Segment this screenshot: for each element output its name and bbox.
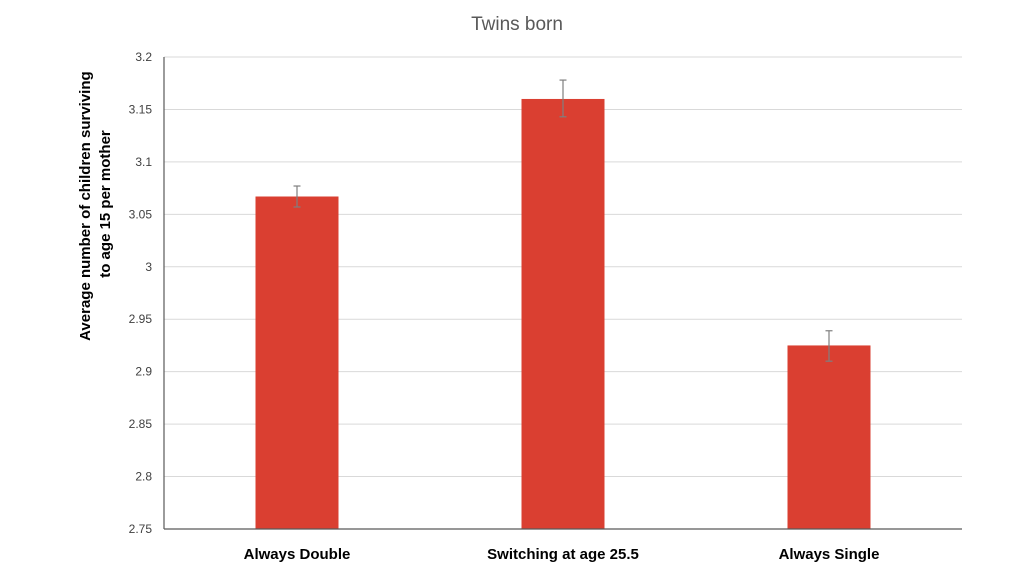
x-tick-label: Switching at age 25.5: [487, 546, 639, 563]
bar: [787, 345, 871, 529]
x-tick-label: Always Single: [779, 546, 880, 563]
y-axis-label-line-2: to age 15 per mother: [97, 130, 114, 278]
error-bar: [559, 79, 567, 118]
y-tick-label: 2.9: [135, 365, 152, 379]
y-tick-label: 3.2: [135, 50, 152, 64]
y-axis-label-line-1: Average number of children surviving: [77, 71, 94, 341]
bars: [255, 98, 871, 529]
error-bar: [293, 185, 301, 208]
y-tick-label: 3: [145, 260, 152, 274]
y-tick-label: 2.75: [129, 522, 153, 536]
bar: [255, 196, 339, 529]
x-axis-ticks: Always Double Switching at age 25.5 Always…: [244, 546, 880, 563]
error-bars: [293, 79, 833, 362]
y-tick-label: 3.05: [129, 207, 153, 221]
y-axis-ticks: 2.75 2.8 2.85 2.9 2.95 3 3.05 3.1 3.15 3.2: [129, 50, 153, 536]
x-tick-label: Always Double: [244, 546, 351, 563]
y-axis-label: Average number of children surviving to …: [77, 67, 114, 341]
y-tick-label: 2.8: [135, 470, 152, 484]
bar: [521, 98, 605, 529]
y-tick-label: 3.15: [129, 102, 153, 116]
error-bar: [825, 330, 833, 362]
y-tick-label: 2.95: [129, 312, 153, 326]
y-tick-label: 2.85: [129, 417, 153, 431]
y-tick-label: 3.1: [135, 155, 152, 169]
chart-title: Twins born: [471, 14, 563, 35]
